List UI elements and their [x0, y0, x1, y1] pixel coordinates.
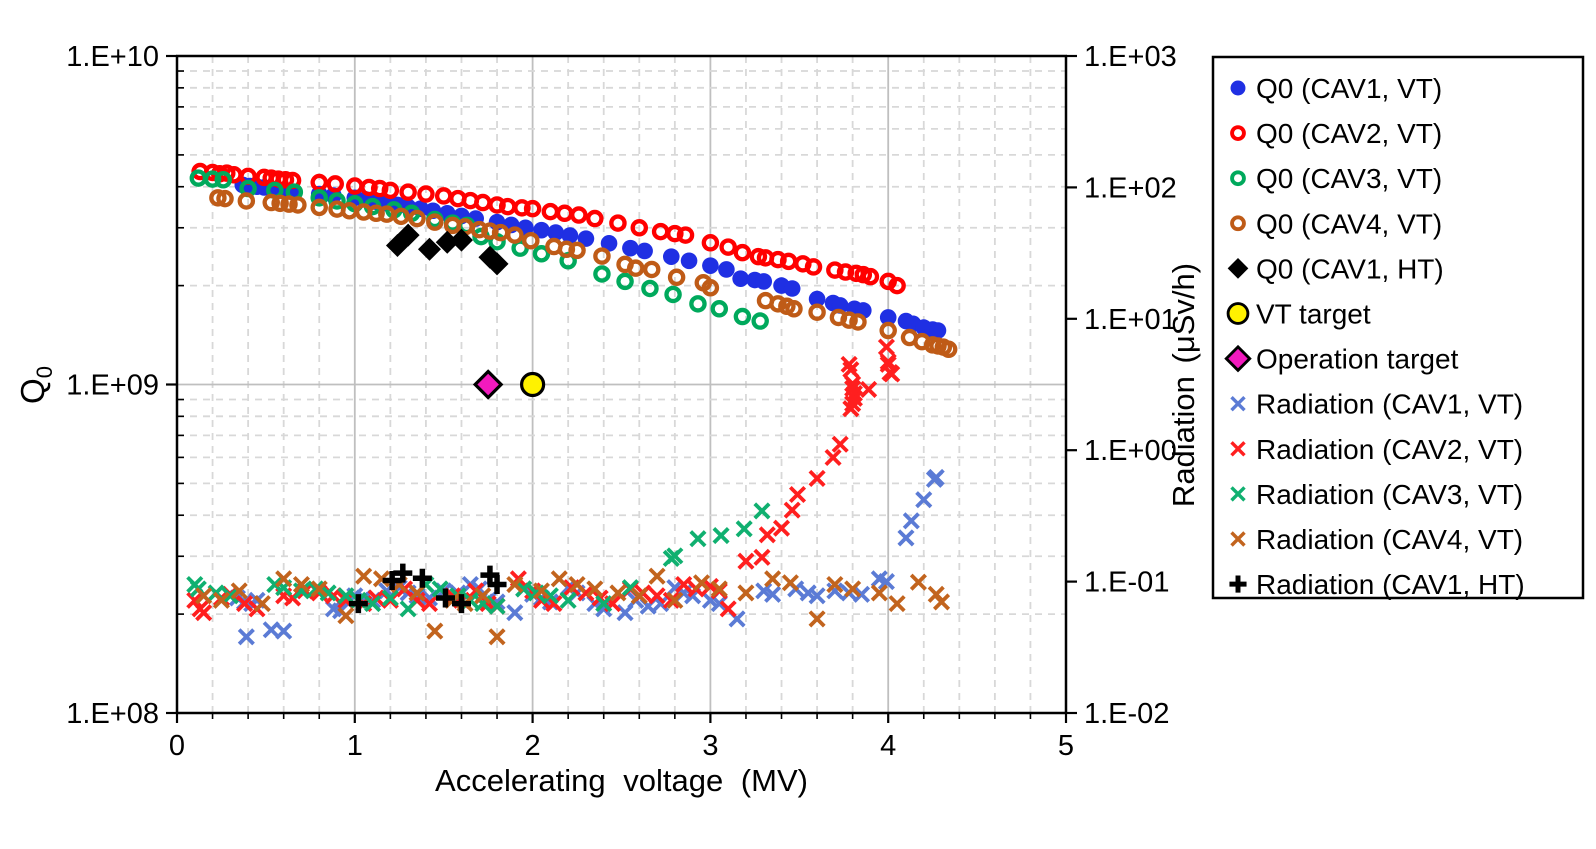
legend-item-q0-cav2-vt: Q0 (CAV2, VT) — [1230, 118, 1442, 149]
series-rad-cav1-ht — [348, 563, 507, 614]
legend-label-rad-cav2-vt: Radiation (CAV2, VT) — [1256, 434, 1523, 465]
y-left-tick-label: 1.E+10 — [66, 41, 159, 73]
legend-label-rad-cav1-ht: Radiation (CAV1, HT) — [1256, 569, 1525, 600]
legend-label-q0-cav4-vt: Q0 (CAV4, VT) — [1256, 208, 1442, 239]
y-left-title-sub: 0 — [31, 366, 57, 379]
legend-item-q0-cav1-vt: Q0 (CAV1, VT) — [1230, 73, 1442, 104]
series-operation-target — [472, 369, 504, 400]
legend-item-vt-target: VT target — [1226, 299, 1371, 330]
legend-box — [1211, 55, 1585, 600]
y-right-tick-label: 1.E+00 — [1084, 435, 1177, 467]
legend-label-rad-cav4-vt: Radiation (CAV4, VT) — [1256, 524, 1523, 555]
y-right-tick-label: 1.E-01 — [1084, 567, 1169, 599]
legend-item-q0-cav4-vt: Q0 (CAV4, VT) — [1230, 208, 1442, 239]
legend-label-q0-cav1-ht: Q0 (CAV1, HT) — [1256, 253, 1444, 284]
x-axis-title: Accelerating voltage (MV) — [435, 763, 808, 798]
legend-label-q0-cav3-vt: Q0 (CAV3, VT) — [1256, 163, 1442, 194]
x-tick-label: 2 — [525, 730, 541, 762]
y-axis-right-title: Radiation (μSv/h) — [1166, 262, 1201, 508]
axes — [166, 54, 1077, 723]
series-vt-target — [519, 371, 546, 398]
y-axis-left-title: Q0 — [14, 366, 58, 404]
legend-label-q0-cav1-vt: Q0 (CAV1, VT) — [1256, 73, 1442, 104]
x-tick-label: 5 — [1058, 730, 1074, 762]
legend-label-q0-cav2-vt: Q0 (CAV2, VT) — [1256, 118, 1442, 149]
x-tick-label: 0 — [169, 730, 185, 762]
legend-item-operation-target: Operation target — [1224, 344, 1459, 375]
tick-labels: 0 1 2 3 4 5 1.E+08 1.E+09 1.E+10 1.E-02 1.E-01 1.E+… — [66, 41, 1176, 762]
y-left-tick-label: 1.E+09 — [66, 370, 159, 402]
data-series — [186, 162, 958, 646]
y-right-tick-label: 1.E+01 — [1084, 304, 1177, 336]
y-right-tick-label: 1.E+02 — [1084, 172, 1177, 204]
legend-label-rad-cav1-vt: Radiation (CAV1, VT) — [1256, 389, 1523, 420]
legend: Q0 (CAV1, VT) Q0 (CAV2, VT) Q0 (CAV3, VT) Q… — [1211, 55, 1585, 600]
y-right-tick-label: 1.E+03 — [1084, 41, 1177, 73]
legend-item-rad-cav1-vt: Radiation (CAV1, VT) — [1230, 389, 1523, 420]
legend-item-rad-cav4-vt: Radiation (CAV4, VT) — [1230, 524, 1523, 555]
x-tick-label: 3 — [702, 730, 718, 762]
legend-item-q0-cav3-vt: Q0 (CAV3, VT) — [1230, 163, 1442, 194]
legend-item-q0-cav1-ht: Q0 (CAV1, HT) — [1227, 253, 1444, 284]
legend-item-rad-cav3-vt: Radiation (CAV3, VT) — [1230, 479, 1523, 510]
series-q0-cav1-ht — [385, 223, 509, 276]
legend-item-rad-cav1-ht: Radiation (CAV1, HT) — [1229, 569, 1525, 600]
y-left-title-main: Q — [14, 378, 52, 404]
x-tick-label: 1 — [347, 730, 363, 762]
legend-item-rad-cav2-vt: Radiation (CAV2, VT) — [1230, 434, 1523, 465]
legend-label-rad-cav3-vt: Radiation (CAV3, VT) — [1256, 479, 1523, 510]
y-left-tick-label: 1.E+08 — [66, 698, 159, 730]
legend-label-operation-target: Operation target — [1256, 344, 1459, 375]
series-q0-cav1-vt — [234, 176, 947, 339]
y-right-tick-label: 1.E-02 — [1084, 698, 1169, 730]
x-tick-label: 4 — [880, 730, 896, 762]
series-q0-cav4-vt — [209, 189, 958, 359]
legend-label-vt-target: VT target — [1256, 299, 1371, 330]
